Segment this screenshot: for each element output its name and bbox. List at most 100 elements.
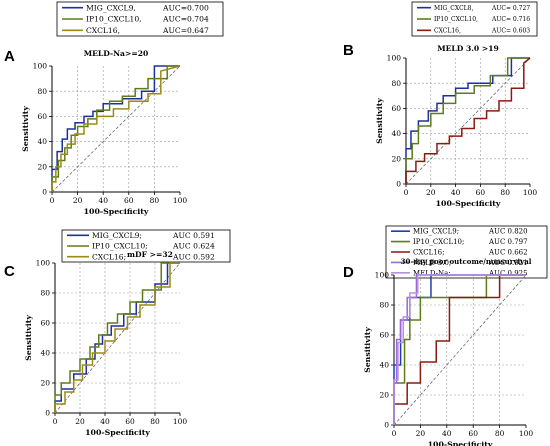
y-axis-label: Sensitivity xyxy=(363,327,372,373)
panel-c: C MIG_CXCL9; AUC 0.591 IP10_CXCL10; AUC 0.62… xyxy=(4,229,231,437)
legend-entry-name: CXCL16; xyxy=(92,252,126,261)
roc-curve xyxy=(51,65,180,192)
legend-entry-auc: AUC 0.624 xyxy=(172,242,215,251)
legend-entry-name: IP10_CXCL10; xyxy=(92,242,148,251)
roc-curve xyxy=(393,274,526,425)
chart-title: 30-day poor outcome/nonsurvival xyxy=(401,257,532,266)
legend-entry-name: IP10_CXCL10; xyxy=(413,238,464,246)
y-tick-label: 100 xyxy=(375,271,390,280)
y-tick-label: 80 xyxy=(37,87,47,96)
x-tick-label: 0 xyxy=(392,429,397,438)
x-tick-label: 0 xyxy=(53,417,58,426)
reference-diagonal xyxy=(54,262,181,414)
x-tick-label: 40 xyxy=(442,429,452,438)
roc-curve xyxy=(393,274,526,425)
x-tick-label: 80 xyxy=(150,196,160,205)
legend-entry-name: MIG_CXCL9, xyxy=(86,3,136,12)
y-axis-label: Sensitivity xyxy=(375,98,384,144)
legend-entry-name: MIG_CXCL9; xyxy=(413,228,459,236)
legend-entry-auc: AUC=0.704 xyxy=(162,15,209,24)
x-tick-label: 100 xyxy=(173,196,188,205)
y-tick-label: 60 xyxy=(37,112,47,121)
legend-entry-auc: AUC 0.820 xyxy=(488,228,528,236)
legend-box xyxy=(56,1,224,37)
x-tick-label: 80 xyxy=(500,188,510,197)
x-tick-label: 100 xyxy=(523,188,538,197)
legend-entry-name: MIG_CXCL9; xyxy=(92,231,142,240)
panel-letter: B xyxy=(343,42,354,59)
roc-curve xyxy=(393,274,526,425)
y-axis-label: Sensitivity xyxy=(24,315,33,361)
legend-box xyxy=(61,229,231,263)
y-tick-label: 60 xyxy=(391,104,401,113)
x-tick-label: 60 xyxy=(468,429,478,438)
roc-curve xyxy=(393,274,526,425)
legend-entry-name: MELD-Na; xyxy=(413,269,451,277)
y-tick-label: 40 xyxy=(40,349,50,358)
chart-title: MELD-Na>=20 xyxy=(84,49,149,58)
y-tick-label: 80 xyxy=(40,289,50,298)
x-axis-label: 100-Specificity xyxy=(436,199,501,208)
y-tick-label: 100 xyxy=(387,54,402,63)
x-tick-label: 20 xyxy=(416,429,426,438)
y-tick-label: 0 xyxy=(396,180,401,189)
legend-entry-name: MIG_CXCL8, xyxy=(434,5,473,12)
y-tick-label: 40 xyxy=(37,137,47,146)
y-tick-label: 20 xyxy=(391,154,401,163)
legend-entry-auc: AUC 0.592 xyxy=(172,252,215,261)
y-tick-label: 40 xyxy=(391,129,401,138)
x-tick-label: 20 xyxy=(75,417,85,426)
legend-entry-auc: AUC 0.797 xyxy=(488,238,528,246)
roc-curve xyxy=(54,262,180,413)
reference-diagonal xyxy=(393,274,527,426)
x-tick-label: 20 xyxy=(426,188,436,197)
x-tick-label: 80 xyxy=(495,429,505,438)
legend-entry-name: MELD 3.0; xyxy=(413,259,451,267)
roc-curve xyxy=(405,57,531,184)
y-tick-label: 0 xyxy=(384,421,389,430)
reference-diagonal xyxy=(405,57,531,185)
panel-letter: C xyxy=(4,263,15,280)
panel-letter: D xyxy=(343,264,354,281)
legend-entry-auc: AUC= 0.716 xyxy=(491,16,530,23)
legend-entry-auc: AUC= 0.603 xyxy=(491,27,530,34)
legend-entry-name: CXCL16, xyxy=(86,26,120,35)
legend-entry-auc: AUC 0.921 xyxy=(488,259,528,267)
legend-box xyxy=(385,225,548,279)
roc-curve xyxy=(51,65,181,192)
y-tick-label: 60 xyxy=(379,331,389,340)
legend-entry-auc: AUC=0.647 xyxy=(162,26,209,35)
panel-letter: A xyxy=(4,48,15,65)
y-tick-label: 60 xyxy=(40,319,50,328)
x-tick-label: 60 xyxy=(125,417,135,426)
legend-entry-auc: AUC 0.925 xyxy=(488,269,528,277)
x-tick-label: 80 xyxy=(150,417,160,426)
panel-a: A MIG_CXCL9, AUC=0.700 IP10_CXCL10, AUC=0.70… xyxy=(4,1,224,216)
legend-entry-name: CXCL16, xyxy=(434,27,461,34)
x-tick-label: 100 xyxy=(173,417,188,426)
y-tick-label: 20 xyxy=(40,379,50,388)
x-axis-label: 100-Specificity xyxy=(84,207,149,216)
panel-d: D MIG_CXCL9; AUC 0.820 IP10_CXCL10; AUC 0.79… xyxy=(343,225,548,446)
legend-entry-auc: AUC= 0.727 xyxy=(491,5,530,12)
x-axis-label: 100-Specificity xyxy=(428,440,493,446)
x-tick-label: 100 xyxy=(519,429,534,438)
x-tick-label: 0 xyxy=(404,188,409,197)
x-tick-label: 60 xyxy=(476,188,486,197)
y-tick-label: 0 xyxy=(42,188,47,197)
y-tick-label: 40 xyxy=(379,361,389,370)
x-tick-label: 20 xyxy=(73,196,83,205)
legend-box xyxy=(411,1,538,37)
legend-entry-name: IP10_CXCL10, xyxy=(86,15,142,24)
y-tick-label: 20 xyxy=(379,391,389,400)
y-tick-label: 100 xyxy=(33,62,48,71)
legend-entry-name: CXCL16; xyxy=(413,248,445,256)
roc-curve xyxy=(54,262,180,413)
panel-b: B MIG_CXCL8, AUC= 0.727 IP10_CXCL10, AUC= 0.… xyxy=(343,1,538,208)
chart-title: mDF >=32 xyxy=(127,250,173,259)
y-tick-label: 100 xyxy=(36,259,51,268)
chart-title: MELD 3.0 >19 xyxy=(437,44,499,53)
roc-curve xyxy=(405,57,530,184)
legend-entry-auc: AUC 0.591 xyxy=(172,231,215,240)
